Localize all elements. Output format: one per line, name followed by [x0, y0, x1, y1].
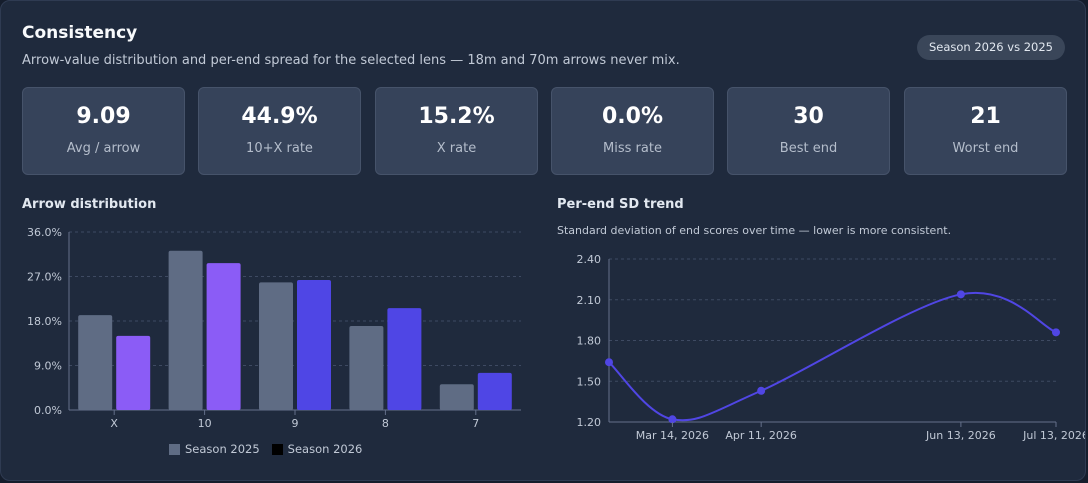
bar-season-2026: [206, 263, 241, 410]
stat-card-x-rate: 15.2% X rate: [375, 87, 538, 175]
distribution-legend: Season 2025 Season 2026: [169, 442, 374, 456]
legend-label: Season 2026: [287, 442, 363, 456]
stat-card-worst-end: 21 Worst end: [904, 87, 1067, 175]
stat-value: 9.09: [76, 104, 131, 129]
bar-season-2026: [477, 372, 512, 410]
stat-card-avg-arrow: 9.09 Avg / arrow: [22, 87, 185, 175]
legend-swatch: [169, 443, 180, 455]
y-tick-label: 9.0%: [34, 360, 62, 373]
bar-season-2026: [116, 335, 151, 410]
sd-data-point: [605, 358, 613, 367]
y-tick-label: 0.0%: [34, 404, 62, 417]
bar-season-2025: [168, 250, 203, 410]
bar-season-2025: [78, 315, 113, 410]
x-tick-label: 9: [292, 417, 299, 430]
y-tick-label: 1.80: [577, 335, 602, 348]
sd-data-point: [757, 386, 766, 395]
y-tick-label: 18.0%: [27, 315, 62, 328]
y-tick-label: 36.0%: [27, 226, 62, 239]
stat-value: 0.0%: [601, 104, 663, 129]
sd-data-point: [668, 415, 677, 424]
trend-title: Per-end SD trend: [557, 197, 684, 212]
x-tick-label: Jun 13, 2026: [925, 429, 996, 442]
sd-data-point: [956, 290, 965, 299]
x-tick-label: Apr 11, 2026: [725, 429, 797, 442]
stat-card-best-end: 30 Best end: [727, 87, 890, 175]
arrow-distribution-chart: 0.0% 9.0% 18.0% 27.0% 36.0% X 10 9 8 7: [27, 226, 521, 430]
panel-subtitle: Arrow-value distribution and per-end spr…: [22, 53, 680, 68]
bar-season-2025: [259, 282, 293, 410]
panel-title: Consistency: [22, 23, 138, 43]
legend-label: Season 2025: [185, 442, 260, 456]
stat-label: Worst end: [952, 141, 1019, 156]
bar-season-2026: [387, 308, 422, 410]
stat-label: Miss rate: [603, 141, 662, 156]
stat-value: 44.9%: [241, 104, 318, 129]
x-tick-label: Mar 14, 2026: [636, 429, 709, 442]
x-tick-label: 8: [382, 417, 389, 430]
stat-card-10x-rate: 44.9% 10+X rate: [198, 87, 361, 175]
legend-swatch: [271, 443, 283, 455]
stat-card-miss-rate: 0.0% Miss rate: [551, 87, 714, 175]
season-compare-badge[interactable]: Season 2026 vs 2025: [916, 35, 1065, 60]
y-tick-label: 1.50: [577, 375, 602, 388]
y-tick-label: 2.10: [577, 294, 602, 307]
bar-season-2026: [297, 279, 331, 410]
x-tick-label: 7: [472, 417, 479, 430]
y-tick-label: 27.0%: [27, 271, 62, 284]
trend-subtitle: Standard deviation of end scores over ti…: [557, 224, 952, 237]
y-tick-label: 1.20: [577, 416, 602, 429]
x-tick-label: X: [110, 417, 118, 430]
stat-label: Best end: [779, 141, 838, 156]
y-tick-label: 2.40: [577, 253, 602, 266]
sd-data-point: [1052, 328, 1060, 337]
sd-series-line: [608, 291, 1057, 422]
stat-label: 10+X rate: [246, 141, 313, 156]
stat-value: 15.2%: [418, 104, 495, 129]
legend-item-season-2026[interactable]: Season 2026: [271, 442, 363, 456]
stat-label: X rate: [436, 141, 477, 156]
stat-value: 21: [970, 104, 1001, 129]
sd-trend-chart: 1.20 1.50 1.80 2.10 2.40 Mar 14, 2026 Apr 11, …: [577, 253, 1086, 442]
stat-value: 30: [793, 104, 824, 129]
x-tick-label: 10: [198, 417, 212, 430]
legend-item-season-2025[interactable]: Season 2025: [169, 442, 260, 456]
bar-season-2025: [439, 384, 474, 410]
x-tick-label: Jul 13, 2026: [1022, 429, 1086, 442]
bar-season-2025: [349, 325, 384, 410]
distribution-title: Arrow distribution: [22, 197, 157, 212]
stat-label: Avg / arrow: [66, 141, 141, 156]
